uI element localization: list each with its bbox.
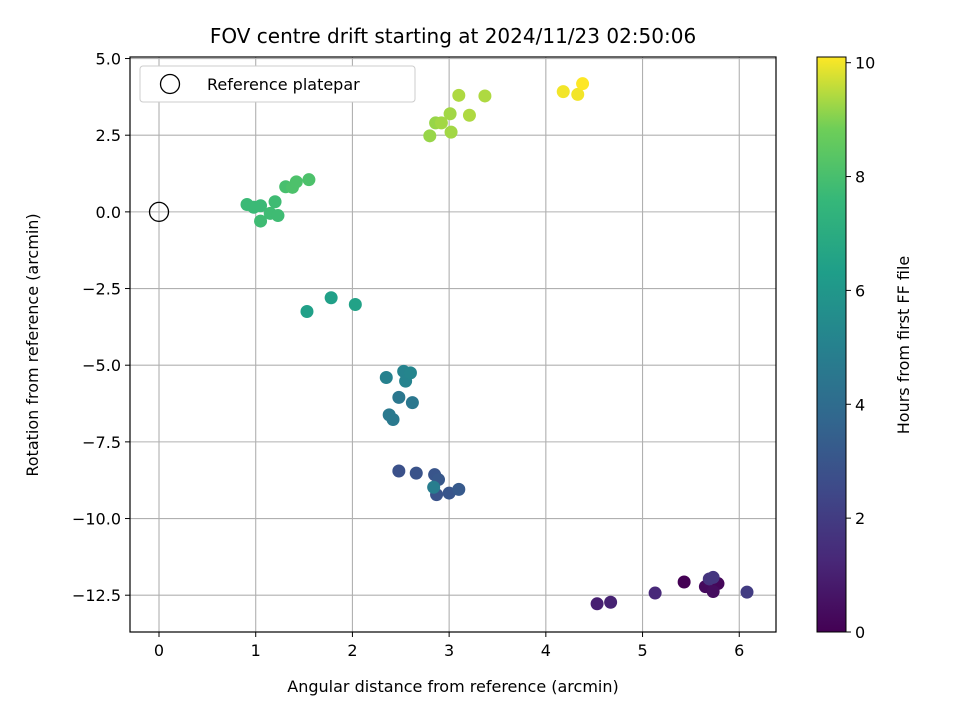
data-point: [405, 396, 419, 410]
colorbar-label: Hours from first FF file: [894, 256, 913, 435]
colorbar-ticks: 0 2 4 6 8 10: [846, 54, 875, 642]
data-point: [324, 291, 338, 305]
data-point: [392, 464, 406, 478]
y-tick-label: −2.5: [82, 280, 121, 299]
reference-marker-group: [148, 201, 170, 223]
data-point: [409, 466, 423, 480]
x-tick-label: 1: [251, 641, 261, 660]
colorbar-tick-label: 0: [855, 623, 865, 642]
x-tick-label: 6: [734, 641, 744, 660]
data-point: [706, 570, 720, 584]
data-point: [604, 595, 618, 609]
data-point: [348, 297, 362, 311]
colorbar: 0 2 4 6 8 10 Hours from first FF file: [816, 54, 913, 642]
colorbar-gradient: [816, 56, 847, 633]
data-point: [254, 214, 268, 228]
x-axis-ticks: 0 1 2 3 4 5 6: [154, 632, 744, 660]
x-tick-label: 0: [154, 641, 164, 660]
plot-frame: [129, 56, 777, 633]
grid: [130, 57, 776, 632]
x-tick-label: 3: [444, 641, 454, 660]
data-point: [443, 107, 457, 121]
data-point: [271, 209, 285, 223]
data-point: [462, 108, 476, 122]
y-tick-label: 0.0: [96, 203, 121, 222]
data-point: [386, 412, 400, 426]
y-tick-label: −5.0: [82, 356, 121, 375]
legend: Reference platepar: [139, 65, 416, 103]
colorbar-tick-label: 4: [855, 395, 865, 414]
colorbar-tick-label: 10: [855, 54, 875, 73]
reference-point-marker: [148, 201, 170, 223]
x-tick-label: 5: [637, 641, 647, 660]
y-axis-ticks: 5.0 2.5 0.0 −2.5 −5.0 −7.5 −10.0 −12.5: [72, 50, 130, 605]
y-tick-label: 5.0: [96, 50, 121, 69]
data-point: [300, 305, 314, 319]
data-point: [648, 586, 662, 600]
colorbar-tick-label: 2: [855, 509, 865, 528]
legend-box: [139, 65, 416, 103]
data-point: [576, 77, 590, 91]
legend-entry-reference-platepar: Reference platepar: [207, 75, 360, 94]
data-point: [556, 85, 570, 99]
data-point: [423, 129, 437, 143]
data-point: [444, 125, 458, 139]
chart-title: FOV centre drift starting at 2024/11/23 …: [210, 24, 696, 48]
data-point: [434, 116, 448, 130]
y-axis-label: Rotation from reference (arcmin): [23, 213, 42, 476]
data-point: [452, 88, 466, 102]
legend-marker-icon: [159, 73, 181, 95]
data-point: [289, 175, 303, 189]
data-point: [403, 366, 417, 380]
data-point: [268, 195, 282, 209]
data-point: [740, 585, 754, 599]
y-tick-label: −12.5: [72, 586, 121, 605]
x-tick-label: 4: [541, 641, 551, 660]
colorbar-tick-label: 8: [855, 168, 865, 187]
data-point: [478, 89, 492, 103]
y-tick-label: 2.5: [96, 126, 121, 145]
data-point: [677, 575, 691, 589]
data-point: [379, 370, 393, 384]
x-tick-label: 2: [347, 641, 357, 660]
data-point: [302, 173, 316, 187]
data-point: [590, 597, 604, 611]
y-tick-label: −10.0: [72, 510, 121, 529]
data-point: [427, 480, 441, 494]
data-point: [571, 87, 585, 101]
data-point: [254, 199, 268, 213]
data-points: [240, 77, 754, 611]
colorbar-tick-label: 6: [855, 281, 865, 300]
data-point: [706, 585, 720, 599]
y-tick-label: −7.5: [82, 433, 121, 452]
data-point: [452, 482, 466, 496]
data-point: [392, 390, 406, 404]
x-axis-label: Angular distance from reference (arcmin): [287, 677, 618, 696]
